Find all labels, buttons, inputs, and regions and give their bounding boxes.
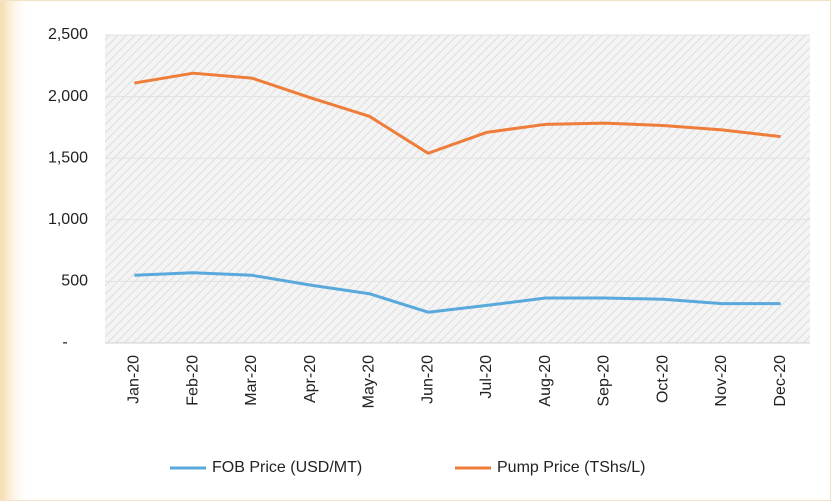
x-tick-label: Nov-20: [713, 355, 730, 407]
y-tick-label: -: [62, 334, 67, 351]
x-tick-label: Apr-20: [302, 355, 319, 403]
x-tick-label: Jun-20: [419, 355, 436, 404]
y-tick-label: 1,000: [48, 211, 88, 228]
series-line: [134, 271, 781, 314]
x-tick-label: Feb-20: [184, 355, 201, 406]
series-line: [134, 71, 781, 155]
plot-area: [105, 35, 810, 343]
x-tick-label: Jan-20: [126, 355, 143, 404]
legend-label: FOB Price (USD/MT): [212, 459, 362, 476]
x-tick-label: Oct-20: [654, 355, 671, 403]
x-tick-label: Dec-20: [772, 355, 789, 407]
y-tick-label: 500: [61, 273, 88, 290]
x-tick-label: Aug-20: [537, 355, 554, 407]
x-tick-label: Jul-20: [478, 355, 495, 399]
edge-shade: [0, 0, 30, 501]
y-tick-label: 2,500: [48, 26, 88, 43]
y-tick-label: 2,000: [48, 88, 88, 105]
x-tick-label: Sep-20: [596, 355, 613, 407]
y-tick-label: 1,500: [48, 149, 88, 166]
x-tick-label: May-20: [361, 355, 378, 408]
x-tick-label: Mar-20: [243, 355, 260, 406]
legend-label: Pump Price (TShs/L): [497, 459, 645, 476]
